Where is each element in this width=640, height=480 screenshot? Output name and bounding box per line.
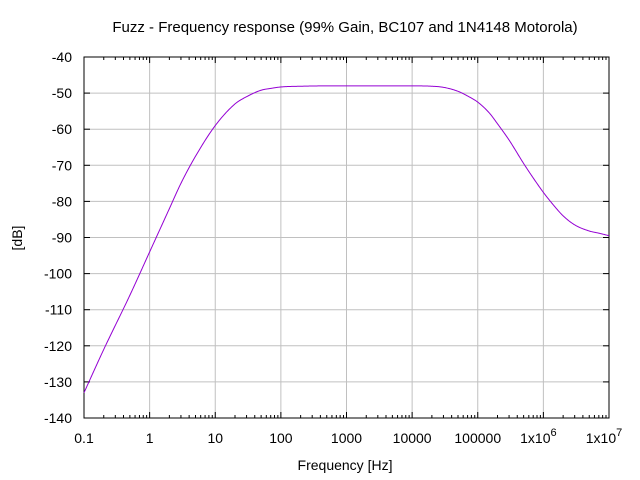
- grid: [83, 56, 610, 419]
- plot-frame: [83, 56, 610, 419]
- chart-title: Fuzz - Frequency response (99% Gain, BC1…: [112, 19, 577, 36]
- x-tick-label: 100000: [454, 430, 501, 446]
- x-axis-label: Frequency [Hz]: [298, 457, 393, 473]
- y-tick-label: -140: [44, 410, 72, 426]
- series-line: [83, 85, 610, 393]
- y-tick-label: -40: [52, 49, 72, 65]
- y-axis-label: [dB]: [9, 226, 25, 251]
- y-tick-label: -100: [44, 266, 72, 282]
- x-tick-label-exponent: 7: [616, 427, 622, 439]
- x-tick-label-base: 1x10: [586, 430, 617, 446]
- y-tick-label: -50: [52, 85, 72, 101]
- y-tick-label: -70: [52, 157, 72, 173]
- x-tick-label: 1x106: [520, 427, 556, 446]
- x-tick-label: 10000: [393, 430, 432, 446]
- x-tick-label-base: 0.1: [74, 430, 94, 446]
- y-tick-label: -110: [45, 302, 72, 318]
- y-tick-labels: -40 -50 -60 -70 -80 -90 -100 -110 -120 -130 -140: [44, 49, 72, 426]
- x-tick-label-exponent: 6: [550, 427, 556, 439]
- y-tick-label: -80: [52, 193, 72, 209]
- x-tick-label-base: 1000: [331, 430, 362, 446]
- y-tick-label: -120: [44, 338, 72, 354]
- y-tick-label: -60: [52, 121, 72, 137]
- y-tick-label: -90: [52, 230, 72, 246]
- x-tick-label: 1: [146, 430, 154, 446]
- x-tick-label: 1000: [331, 430, 362, 446]
- x-tick-label-base: 10000: [393, 430, 432, 446]
- y-tick-label: -130: [44, 374, 72, 390]
- x-tick-label: 0.1: [74, 430, 94, 446]
- series-layer: [83, 85, 610, 393]
- x-tick-label-base: 1: [146, 430, 154, 446]
- x-tick-label-base: 100000: [454, 430, 501, 446]
- x-tick-label-base: 1x10: [520, 430, 551, 446]
- x-tick-label: 1x107: [586, 427, 622, 446]
- x-tick-label: 10: [207, 430, 223, 446]
- x-tick-label: 100: [269, 430, 293, 446]
- x-tick-labels: 0.1 1 10 100 1000 10000 100000 1x106 1x107: [74, 427, 622, 446]
- x-tick-label-base: 100: [269, 430, 293, 446]
- x-tick-label-base: 10: [207, 430, 223, 446]
